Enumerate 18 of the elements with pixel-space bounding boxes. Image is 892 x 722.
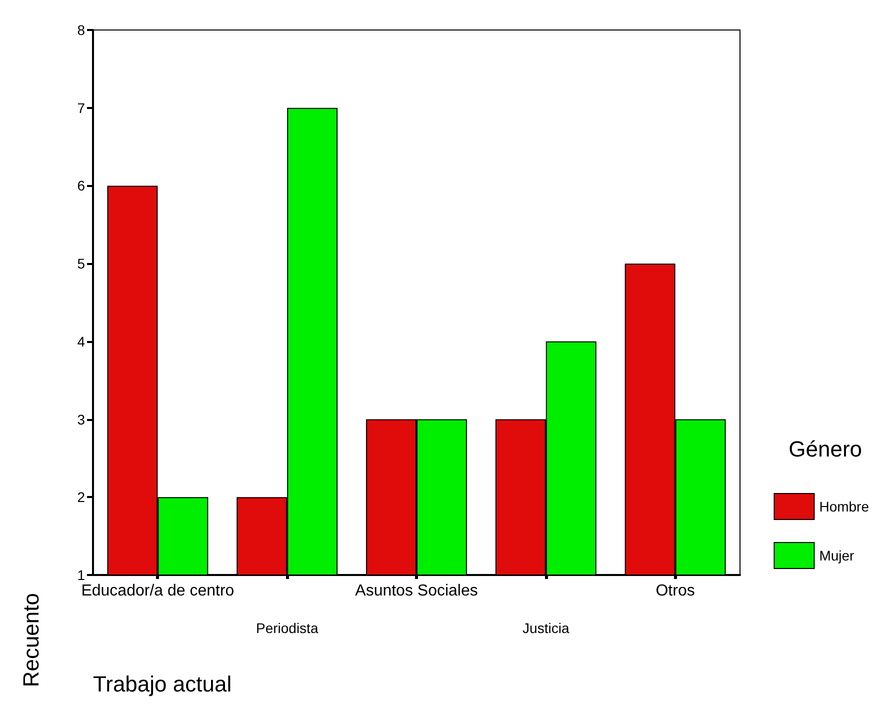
legend-label: Hombre xyxy=(819,498,870,514)
y-tick-label: 7 xyxy=(77,100,86,116)
x-tick-label: Justicia xyxy=(522,620,570,636)
x-tick-label: Periodista xyxy=(256,620,318,636)
y-tick-label: 2 xyxy=(77,489,86,506)
y-axis-title: Recuento xyxy=(18,592,44,688)
y-tick-label: 6 xyxy=(77,178,86,194)
y-tick-label: 1 xyxy=(77,567,86,583)
legend-title: Género xyxy=(788,436,862,462)
x-tick-label: Educador/a de centro xyxy=(81,582,234,600)
legend-label: Mujer xyxy=(819,548,855,564)
y-tick-label: 5 xyxy=(77,256,86,272)
x-axis-title: Trabajo actual xyxy=(93,672,232,696)
y-tick-label: 3 xyxy=(77,411,86,428)
y-tick-label: 4 xyxy=(77,333,86,350)
x-tick-label: Otros xyxy=(656,582,695,600)
x-tick-label: Asuntos Sociales xyxy=(355,582,478,600)
y-tick-label: 8 xyxy=(77,22,86,38)
